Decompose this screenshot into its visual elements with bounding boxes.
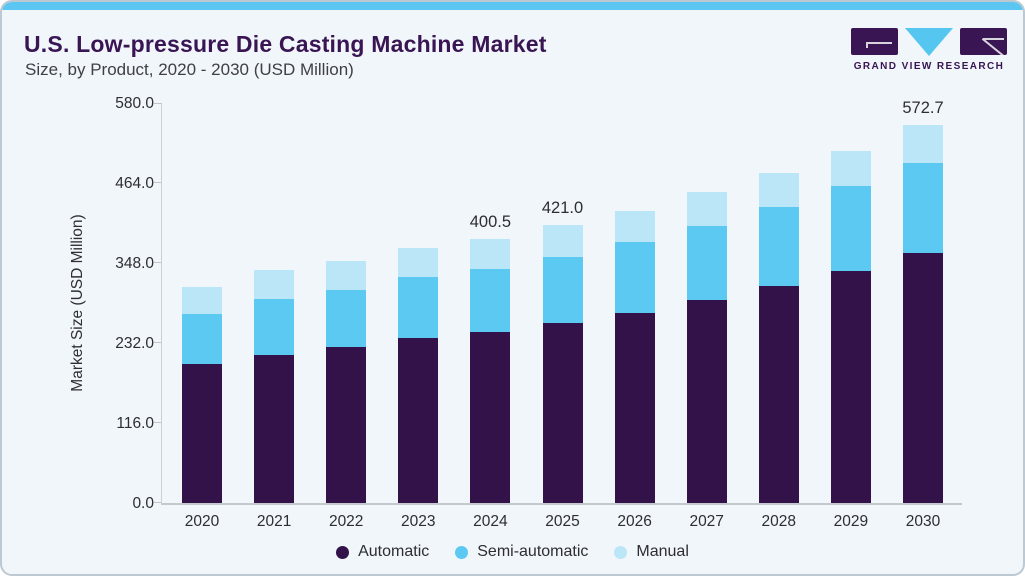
bar-2029-automatic (830, 271, 871, 503)
bar-2024 (470, 238, 511, 503)
bar-2020-automatic (182, 364, 222, 503)
bar-2027-manual (686, 192, 727, 226)
bar-2022-semi-automatic (326, 289, 367, 347)
bar-2024-automatic (470, 331, 511, 503)
bar-2026-manual (614, 210, 655, 243)
bar-2021 (254, 270, 295, 503)
bar-2023 (398, 248, 439, 503)
bar-2024-semi-automatic (470, 269, 511, 332)
x-label-2024: 2024 (473, 513, 508, 530)
chart-subtitle: Size, by Product, 2020 - 2030 (USD Milli… (25, 60, 354, 79)
logo-r-icon (960, 28, 1007, 55)
bar-2025 (542, 225, 583, 503)
legend-label-semi-automatic: Semi-automatic (477, 543, 589, 560)
bar-2023-automatic (398, 338, 439, 503)
bar-2020-semi-automatic (182, 313, 222, 365)
legend-dot-semi-automatic (455, 545, 469, 559)
legend-dot-manual (614, 545, 628, 559)
legend-item-automatic: Automatic (336, 543, 429, 561)
y-tick-label: 580.0 (115, 94, 154, 112)
total-label-2030: 572.7 (902, 99, 944, 118)
bar-2030-automatic (903, 253, 943, 503)
bar-2022 (326, 261, 367, 503)
bar-2021-manual (254, 270, 295, 299)
legend-item-manual: Manual (614, 543, 689, 561)
y-tick-mark (154, 103, 161, 104)
legend-dot-automatic (336, 545, 350, 559)
accent-strip (2, 2, 1023, 10)
bar-2022-manual (326, 261, 367, 290)
x-label-2028: 2028 (761, 513, 797, 530)
y-tick-mark (154, 182, 161, 183)
total-label-2025: 421.0 (541, 199, 584, 218)
bar-2023-manual (398, 248, 439, 278)
bar-2029-semi-automatic (830, 186, 871, 272)
bar-2028-automatic (758, 286, 799, 503)
y-tick-label: 348.0 (115, 254, 154, 272)
bar-2026-semi-automatic (614, 242, 655, 313)
y-tick-label: 232.0 (115, 334, 154, 352)
bar-2026-automatic (614, 312, 655, 503)
bar-2030 (903, 125, 943, 503)
bar-2029-manual (830, 150, 871, 187)
bar-2025-automatic (542, 322, 583, 503)
bar-2023-semi-automatic (398, 277, 439, 339)
chart-title: U.S. Low-pressure Die Casting Machine Ma… (24, 31, 547, 57)
x-label-2027: 2027 (689, 513, 724, 530)
gvr-logo: GRAND VIEW RESEARCH (851, 28, 1007, 72)
legend: Automatic Semi-automatic Manual (2, 543, 1023, 561)
x-label-2022: 2022 (328, 513, 364, 530)
legend-label-automatic: Automatic (358, 543, 430, 560)
y-tick-label: 0.0 (132, 494, 154, 512)
legend-label-manual: Manual (636, 543, 689, 560)
bar-2021-automatic (254, 354, 295, 503)
x-label-2030: 2030 (905, 513, 941, 530)
bar-2024-manual (470, 238, 511, 270)
legend-item-semi-automatic: Semi-automatic (455, 543, 588, 561)
x-label-2025: 2025 (545, 513, 580, 530)
bar-2027 (686, 192, 727, 503)
bar-2030-semi-automatic (903, 162, 943, 253)
plot-area: 2020 2021 2022 2023 2024 400.5 2025 421.0 2026 20… (154, 99, 962, 530)
y-tick-mark (154, 262, 161, 263)
y-tick-label: 116.0 (116, 414, 154, 432)
y-tick-label: 464.0 (115, 174, 154, 192)
bar-2030-manual (903, 125, 943, 163)
bar-2028-semi-automatic (758, 207, 799, 287)
bar-2027-automatic (686, 299, 727, 503)
logo-g-icon (851, 28, 898, 55)
gvr-logo-marks (851, 28, 1007, 57)
y-axis-labels: 0.0 116.0 232.0 348.0 464.0 580.0 (57, 95, 154, 512)
bar-2021-semi-automatic (254, 299, 295, 355)
total-label-2024: 400.5 (469, 212, 512, 231)
x-label-2026: 2026 (617, 513, 652, 530)
bar-2025-semi-automatic (542, 256, 583, 323)
bar-2026 (614, 210, 655, 503)
logo-v-icon (905, 28, 953, 56)
bar-2020 (182, 286, 222, 503)
bar-2025-manual (542, 225, 583, 257)
x-label-2029: 2029 (833, 513, 869, 530)
logo-text: GRAND VIEW RESEARCH (853, 61, 1005, 72)
bar-2027-semi-automatic (686, 225, 727, 300)
bar-2020-manual (182, 286, 222, 314)
x-label-2023: 2023 (401, 513, 436, 530)
bar-2028 (758, 173, 799, 503)
y-tick-mark (154, 422, 161, 423)
x-label-2021: 2021 (256, 513, 292, 530)
y-tick-mark (154, 342, 161, 343)
bar-2028-manual (758, 173, 799, 208)
y-tick-mark (154, 502, 161, 503)
bar-2022-automatic (326, 346, 367, 503)
bar-2029 (830, 150, 871, 503)
x-label-2020: 2020 (184, 513, 220, 530)
